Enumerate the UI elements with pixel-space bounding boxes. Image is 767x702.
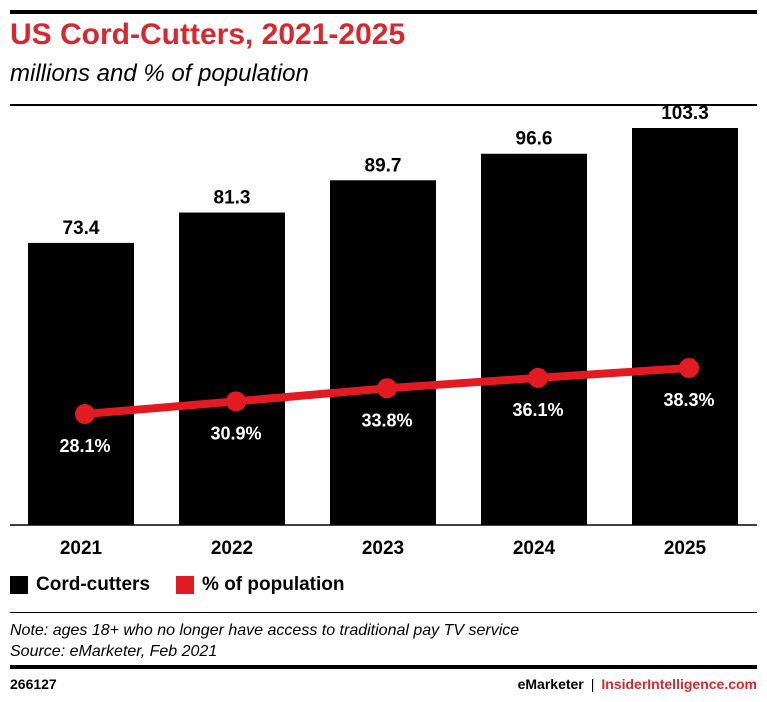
bar-2025	[632, 128, 738, 525]
bar-label-2025: 103.3	[661, 103, 709, 124]
legend-item-population: % of population	[176, 574, 345, 596]
source-text: Source: eMarketer, Feb 2021	[10, 643, 218, 660]
title-divider	[10, 104, 757, 106]
legend-swatch-cord-cutters	[10, 576, 28, 594]
notes-divider	[10, 612, 757, 613]
point-2022	[226, 391, 246, 412]
legend-item-cord-cutters: Cord-cutters	[10, 574, 150, 596]
chart-area: 73.4 2021 81.3 2022 89.7 2023 96.6 2024 103.3 202…	[10, 103, 757, 559]
point-label-2021: 28.1%	[59, 436, 110, 456]
bar-2021	[28, 242, 134, 525]
legend: Cord-cutters % of population	[10, 571, 371, 599]
point-2024	[528, 367, 548, 388]
bar-label-2024: 96.6	[516, 129, 553, 150]
bar-label-2023: 89.7	[365, 155, 402, 176]
x-tick-2025: 2025	[664, 538, 707, 559]
bar-2022	[179, 212, 285, 525]
bar-label-2022: 81.3	[214, 188, 251, 209]
legend-swatch-population	[176, 576, 195, 594]
footer-rule	[10, 665, 757, 669]
x-tick-2023: 2023	[362, 538, 404, 559]
point-2021	[75, 404, 95, 424]
point-label-2025: 38.3%	[663, 390, 714, 410]
bar-2024	[481, 153, 587, 525]
bar-label-2021: 73.4	[63, 218, 100, 239]
notes: Note: ages 18+ who no longer have access…	[10, 620, 519, 662]
footer-brand: eMarketer | InsiderIntelligence.com	[518, 676, 757, 692]
brand-separator: |	[590, 676, 595, 692]
x-tick-2024: 2024	[513, 538, 556, 559]
x-tick-2022: 2022	[211, 538, 253, 559]
point-label-2024: 36.1%	[512, 400, 563, 420]
bar-2023	[330, 180, 436, 525]
chart-id: 266127	[10, 676, 57, 692]
note-text: Note: ages 18+ who no longer have access…	[10, 622, 520, 639]
point-2023	[377, 378, 397, 399]
chart-subtitle: millions and % of population	[10, 60, 309, 87]
brand-insider-intelligence[interactable]: InsiderIntelligence.com	[601, 676, 757, 692]
point-label-2023: 33.8%	[361, 410, 412, 430]
legend-label-population: % of population	[202, 574, 345, 595]
top-rule	[10, 10, 757, 14]
chart-title: US Cord-Cutters, 2021-2025	[10, 18, 406, 51]
point-label-2022: 30.9%	[210, 423, 261, 443]
legend-label-cord-cutters: Cord-cutters	[36, 574, 151, 595]
brand-emarketer: eMarketer	[517, 676, 584, 692]
point-2025	[679, 358, 699, 378]
x-tick-2021: 2021	[60, 538, 103, 559]
